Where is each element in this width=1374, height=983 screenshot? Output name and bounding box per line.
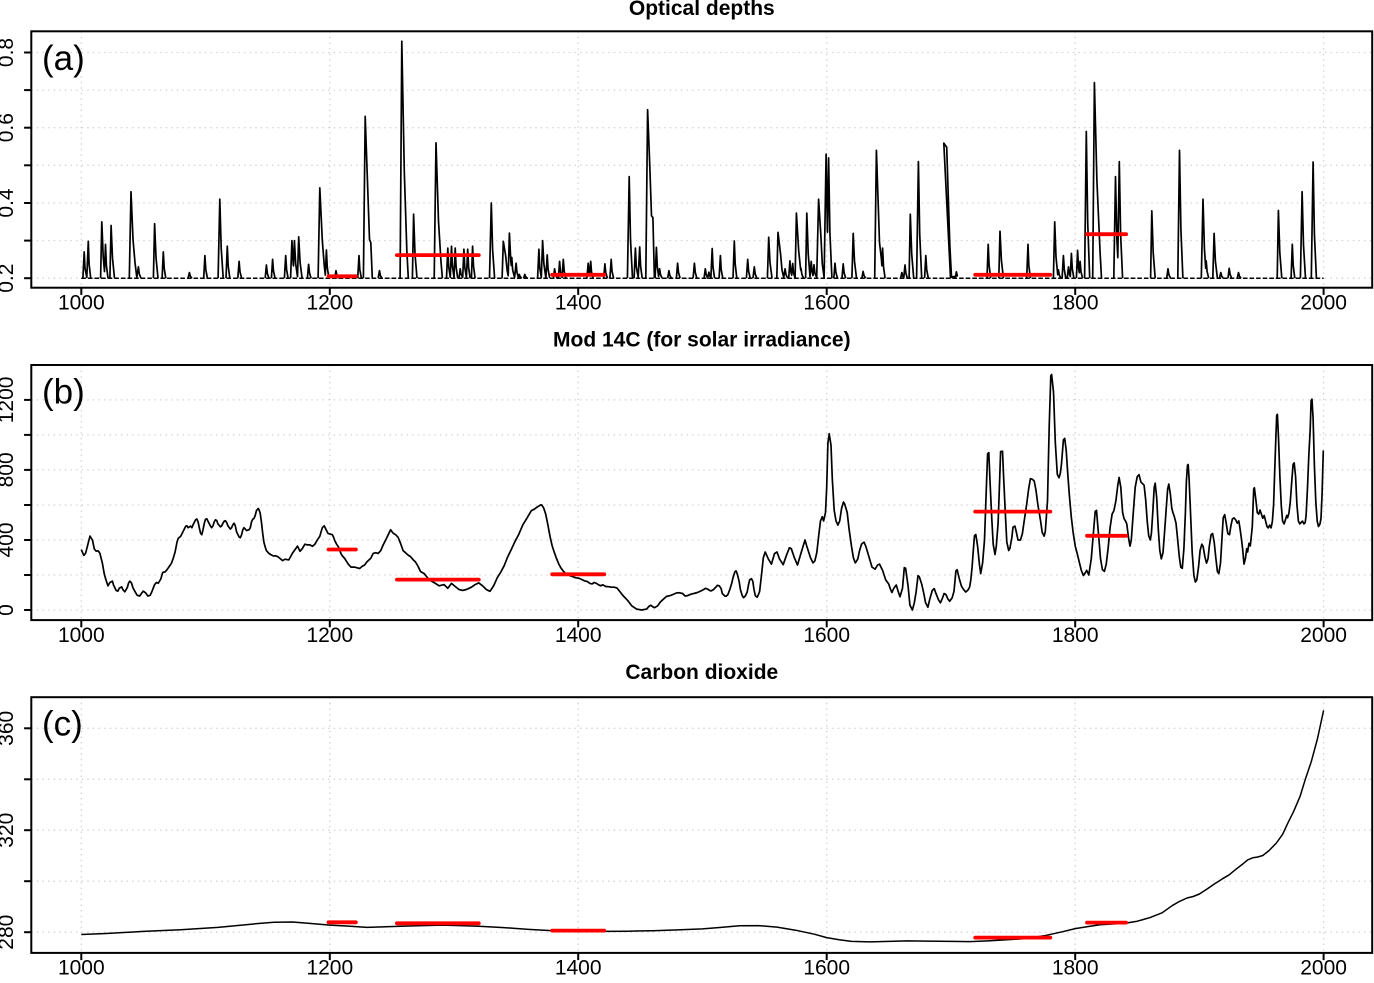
svg-text:(b): (b): [42, 373, 85, 412]
svg-text:1600: 1600: [803, 624, 850, 647]
svg-text:1200: 1200: [0, 377, 18, 424]
svg-text:Carbon dioxide: Carbon dioxide: [625, 661, 778, 684]
svg-text:1800: 1800: [1052, 292, 1099, 315]
svg-text:1800: 1800: [1052, 624, 1099, 647]
svg-text:1200: 1200: [306, 624, 353, 647]
svg-text:1200: 1200: [306, 957, 353, 978]
svg-text:0: 0: [0, 604, 18, 616]
svg-text:(a): (a): [42, 39, 85, 78]
svg-text:400: 400: [0, 522, 18, 557]
svg-text:1600: 1600: [803, 292, 850, 315]
svg-text:1000: 1000: [58, 292, 105, 315]
svg-text:Optical depths: Optical depths: [629, 0, 775, 20]
svg-text:1600: 1600: [803, 957, 850, 978]
svg-text:0.2: 0.2: [0, 264, 18, 293]
svg-text:2000: 2000: [1300, 624, 1347, 647]
svg-text:360: 360: [0, 711, 18, 746]
svg-text:320: 320: [0, 813, 18, 848]
svg-text:1400: 1400: [555, 957, 602, 978]
svg-text:1400: 1400: [555, 292, 602, 315]
svg-text:Mod 14C (for solar irradiance): Mod 14C (for solar irradiance): [553, 328, 851, 351]
svg-text:1400: 1400: [555, 624, 602, 647]
svg-text:1000: 1000: [58, 624, 105, 647]
svg-text:2000: 2000: [1300, 957, 1347, 978]
svg-text:0.4: 0.4: [0, 188, 18, 218]
svg-text:1200: 1200: [306, 292, 353, 315]
svg-text:1000: 1000: [58, 957, 105, 978]
svg-text:2000: 2000: [1300, 292, 1347, 315]
svg-text:0.8: 0.8: [0, 38, 18, 67]
svg-text:800: 800: [0, 452, 18, 487]
svg-text:0.6: 0.6: [0, 113, 18, 142]
svg-text:280: 280: [0, 915, 18, 950]
svg-text:1800: 1800: [1052, 957, 1099, 978]
svg-text:(c): (c): [42, 705, 83, 744]
